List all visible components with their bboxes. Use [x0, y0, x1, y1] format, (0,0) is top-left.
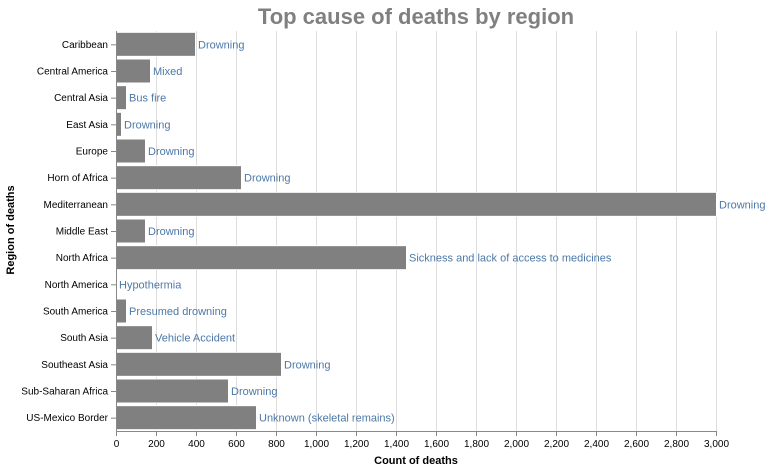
- bar: [116, 165, 242, 191]
- x-tick-label: 2,000: [504, 439, 529, 450]
- bar: [116, 218, 146, 244]
- bar-label: Presumed drowning: [129, 306, 227, 318]
- y-tick-label: Central Asia: [54, 93, 108, 104]
- x-tick-label: 400: [188, 439, 205, 450]
- y-tick-label: South America: [43, 307, 108, 318]
- x-axis-title: Count of deaths: [374, 455, 458, 467]
- bars: Drowning Mixed Bus fire Drowning Drowning Dro…: [116, 31, 765, 431]
- bar: [116, 85, 127, 111]
- x-axis: 0 200 400 600 800 1,000 1,200 1,400 1,600 1,800 2,…: [114, 431, 729, 450]
- x-tick-label: 2,600: [624, 439, 649, 450]
- bar-label: Drowning: [284, 359, 330, 371]
- y-tick-label: North America: [45, 280, 109, 291]
- x-tick-label: 1,400: [384, 439, 409, 450]
- x-tick-label: 1,800: [464, 439, 489, 450]
- bar: [116, 298, 127, 324]
- bar-label: Drowning: [124, 119, 170, 131]
- y-tick-label: Central America: [37, 67, 109, 78]
- bar-label: Drowning: [231, 386, 277, 398]
- bar-label: Hypothermia: [119, 279, 182, 291]
- y-tick-label: South Asia: [60, 333, 108, 344]
- y-tick-label: Southeast Asia: [41, 360, 108, 371]
- bar: [116, 405, 257, 431]
- x-tick-label: 1,000: [304, 439, 329, 450]
- bar-label: Unknown (skeletal remains): [259, 413, 395, 425]
- bar-label: Drowning: [244, 173, 290, 185]
- bar-label: Drowning: [719, 199, 765, 211]
- x-tick-label: 2,200: [544, 439, 569, 450]
- y-tick-label: Horn of Africa: [47, 173, 108, 184]
- bar: [116, 31, 196, 57]
- x-tick-label: 200: [148, 439, 165, 450]
- y-tick-label: North Africa: [56, 253, 109, 264]
- y-tick-label: US-Mexico Border: [26, 413, 108, 424]
- x-tick-label: 600: [228, 439, 245, 450]
- bar: [116, 111, 122, 137]
- bar: [116, 245, 407, 271]
- bar-label: Vehicle Accident: [155, 333, 235, 345]
- y-tick-label: Middle East: [56, 227, 108, 238]
- y-axis-title: Region of deaths: [5, 185, 17, 274]
- x-tick-label: 1,600: [424, 439, 449, 450]
- bar: [116, 191, 717, 217]
- y-tick-label: Mediterranean: [44, 200, 108, 211]
- gridlines: [116, 31, 717, 431]
- x-tick-label: 3,000: [704, 439, 729, 450]
- x-tick-label: 1,200: [344, 439, 369, 450]
- chart-title: Top cause of deaths by region: [258, 4, 574, 29]
- x-tick-label: 2,400: [584, 439, 609, 450]
- bar: [116, 58, 151, 84]
- bar-label: Mixed: [153, 66, 182, 78]
- bar-label: Drowning: [148, 226, 194, 238]
- y-tick-label: Sub-Saharan Africa: [21, 387, 108, 398]
- bar-label: Bus fire: [129, 93, 166, 105]
- x-tick-label: 0: [114, 439, 120, 450]
- x-tick-label: 800: [268, 439, 285, 450]
- bar: [116, 378, 229, 404]
- bar: [116, 325, 153, 351]
- y-axis: Caribbean Central America Central Asia East…: [21, 31, 117, 432]
- x-tick-label: 2,800: [664, 439, 689, 450]
- bar: [116, 138, 146, 164]
- y-tick-label: Caribbean: [62, 40, 108, 51]
- bar: [116, 351, 282, 377]
- bar-label: Drowning: [198, 39, 244, 51]
- bar-label: Drowning: [148, 146, 194, 158]
- y-tick-label: Europe: [76, 147, 109, 158]
- bar-label: Sickness and lack of access to medicines: [409, 253, 612, 265]
- y-tick-label: East Asia: [66, 120, 108, 131]
